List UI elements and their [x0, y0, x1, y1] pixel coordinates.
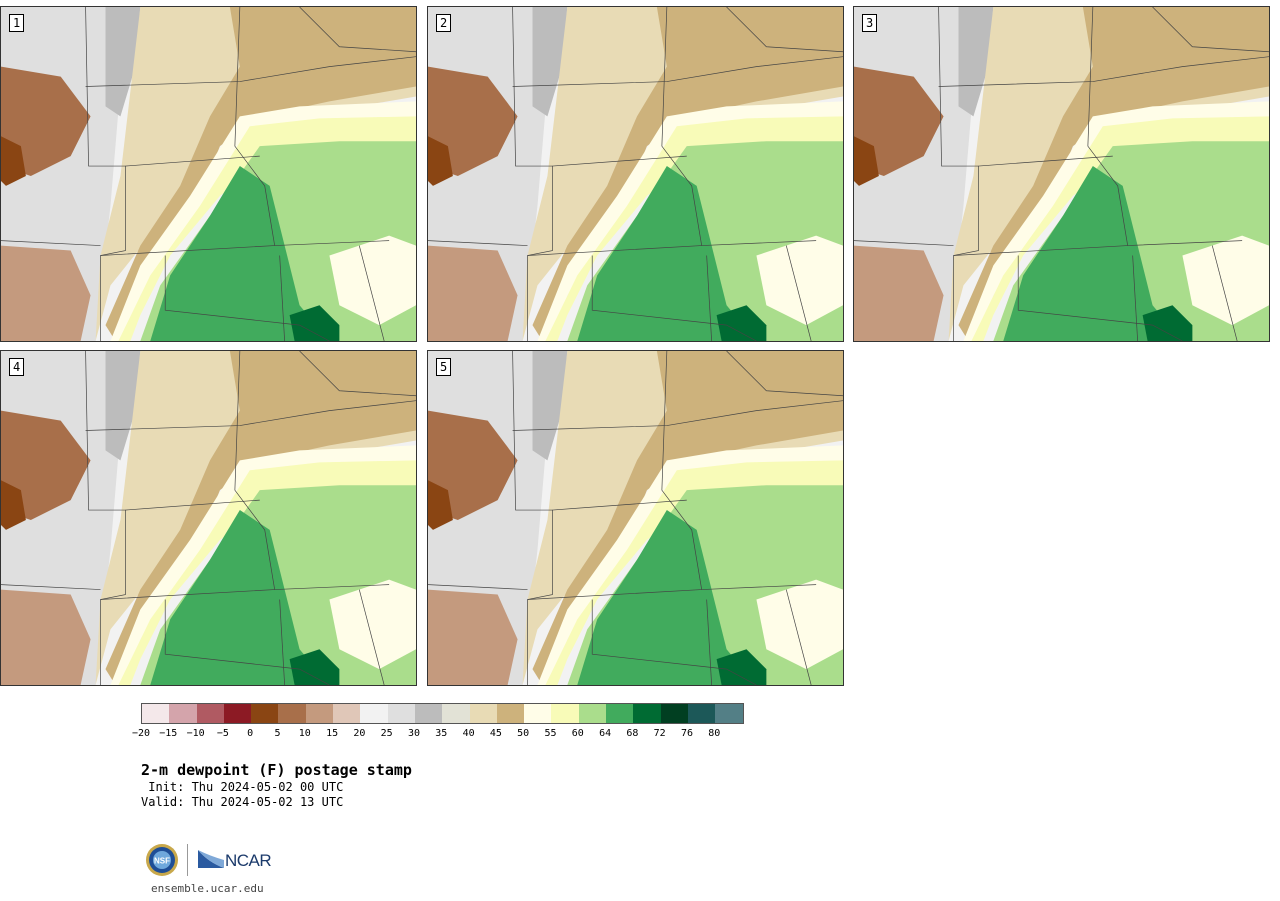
colorbar-segment	[414, 704, 443, 723]
colorbar-segment	[687, 704, 716, 723]
logo-divider	[187, 844, 188, 876]
colorbar-segment	[524, 704, 552, 723]
panel-number-label: 2	[436, 14, 452, 32]
colorbar-tick-label: −10	[186, 728, 205, 739]
postage-stamp-panel-4: 4	[0, 350, 417, 686]
colorbar-segment	[660, 704, 688, 723]
colorbar-segment	[305, 704, 334, 723]
colorbar-segment	[578, 704, 607, 723]
colorbar-segment	[251, 704, 279, 723]
colorbar-segment	[333, 704, 361, 723]
logo-area: NSF NCAR	[145, 843, 285, 883]
nsf-logo-icon: NSF	[146, 844, 178, 876]
colorbar-tick-label: 15	[326, 728, 339, 739]
valid-time: Valid: Thu 2024-05-02 13 UTC	[141, 795, 344, 809]
colorbar-tick-label: 68	[626, 728, 639, 739]
panel-number-label: 4	[9, 358, 25, 376]
colorbar-segment	[223, 704, 252, 723]
colorbar-segment	[469, 704, 497, 723]
colorbar-tick-label: 30	[407, 728, 421, 739]
colorbar-tick-label: 55	[544, 728, 557, 739]
colorbar-tick-label: 60	[571, 728, 584, 739]
colorbar-segment	[442, 704, 470, 723]
colorbar-tick-label: 45	[489, 728, 502, 739]
panel-number-label: 5	[436, 358, 452, 376]
colorbar-segment	[360, 704, 388, 723]
dewpoint-map-2	[428, 7, 843, 341]
site-url: ensemble.ucar.edu	[151, 882, 264, 895]
colorbar-segment	[606, 704, 634, 723]
dewpoint-colorbar	[141, 703, 744, 724]
postage-stamp-panel-5: 5	[427, 350, 844, 686]
dewpoint-map-5	[428, 351, 843, 685]
colorbar-tick-label: −5	[216, 728, 229, 739]
colorbar-tick-label: 5	[274, 728, 281, 739]
colorbar-tick-label: 35	[435, 728, 448, 739]
colorbar-tick-label: 40	[462, 728, 475, 739]
colorbar-tick-labels: −20 −15 −10 −5 0 5 10 15 20 25 30 35 40 45 50 55 60 64 68 7…	[132, 728, 756, 742]
postage-stamp-panel-1: 1	[0, 6, 417, 342]
colorbar-segment	[633, 704, 661, 723]
colorbar-tick-label: 25	[380, 728, 393, 739]
colorbar-tick-label: −20	[131, 728, 151, 739]
colorbar-tick-label: 80	[708, 728, 721, 739]
colorbar-segment	[196, 704, 224, 723]
colorbar-segment	[551, 704, 579, 723]
dewpoint-map-4	[1, 351, 416, 685]
dewpoint-map-3	[854, 7, 1269, 341]
ncar-logo-icon	[198, 850, 224, 868]
colorbar-tick-label: −15	[159, 728, 178, 739]
ncar-logo-text: NCAR	[225, 851, 272, 870]
figure-title: 2-m dewpoint (F) postage stamp	[141, 761, 412, 779]
nsf-logo-text: NSF	[154, 857, 170, 866]
colorbar-segment	[715, 704, 743, 723]
colorbar-segment	[278, 704, 306, 723]
colorbar-segment	[496, 704, 525, 723]
init-time: Init: Thu 2024-05-02 00 UTC	[141, 780, 344, 794]
colorbar-tick-label: 64	[599, 728, 612, 739]
colorbar-tick-label: 10	[298, 728, 311, 739]
colorbar-tick-label: 0	[247, 728, 254, 739]
colorbar-tick-label: 50	[517, 728, 530, 739]
colorbar-tick-label: 76	[680, 728, 694, 739]
colorbar-tick-label: 72	[653, 728, 666, 739]
panel-number-label: 3	[862, 14, 878, 32]
dewpoint-map-1	[1, 7, 416, 341]
colorbar-segment	[169, 704, 197, 723]
colorbar-tick-label: 20	[353, 728, 366, 739]
panel-number-label: 1	[9, 14, 25, 32]
colorbar-segment	[387, 704, 415, 723]
postage-stamp-panel-2: 2	[427, 6, 844, 342]
postage-stamp-panel-3: 3	[853, 6, 1270, 342]
colorbar-segment	[142, 704, 170, 723]
